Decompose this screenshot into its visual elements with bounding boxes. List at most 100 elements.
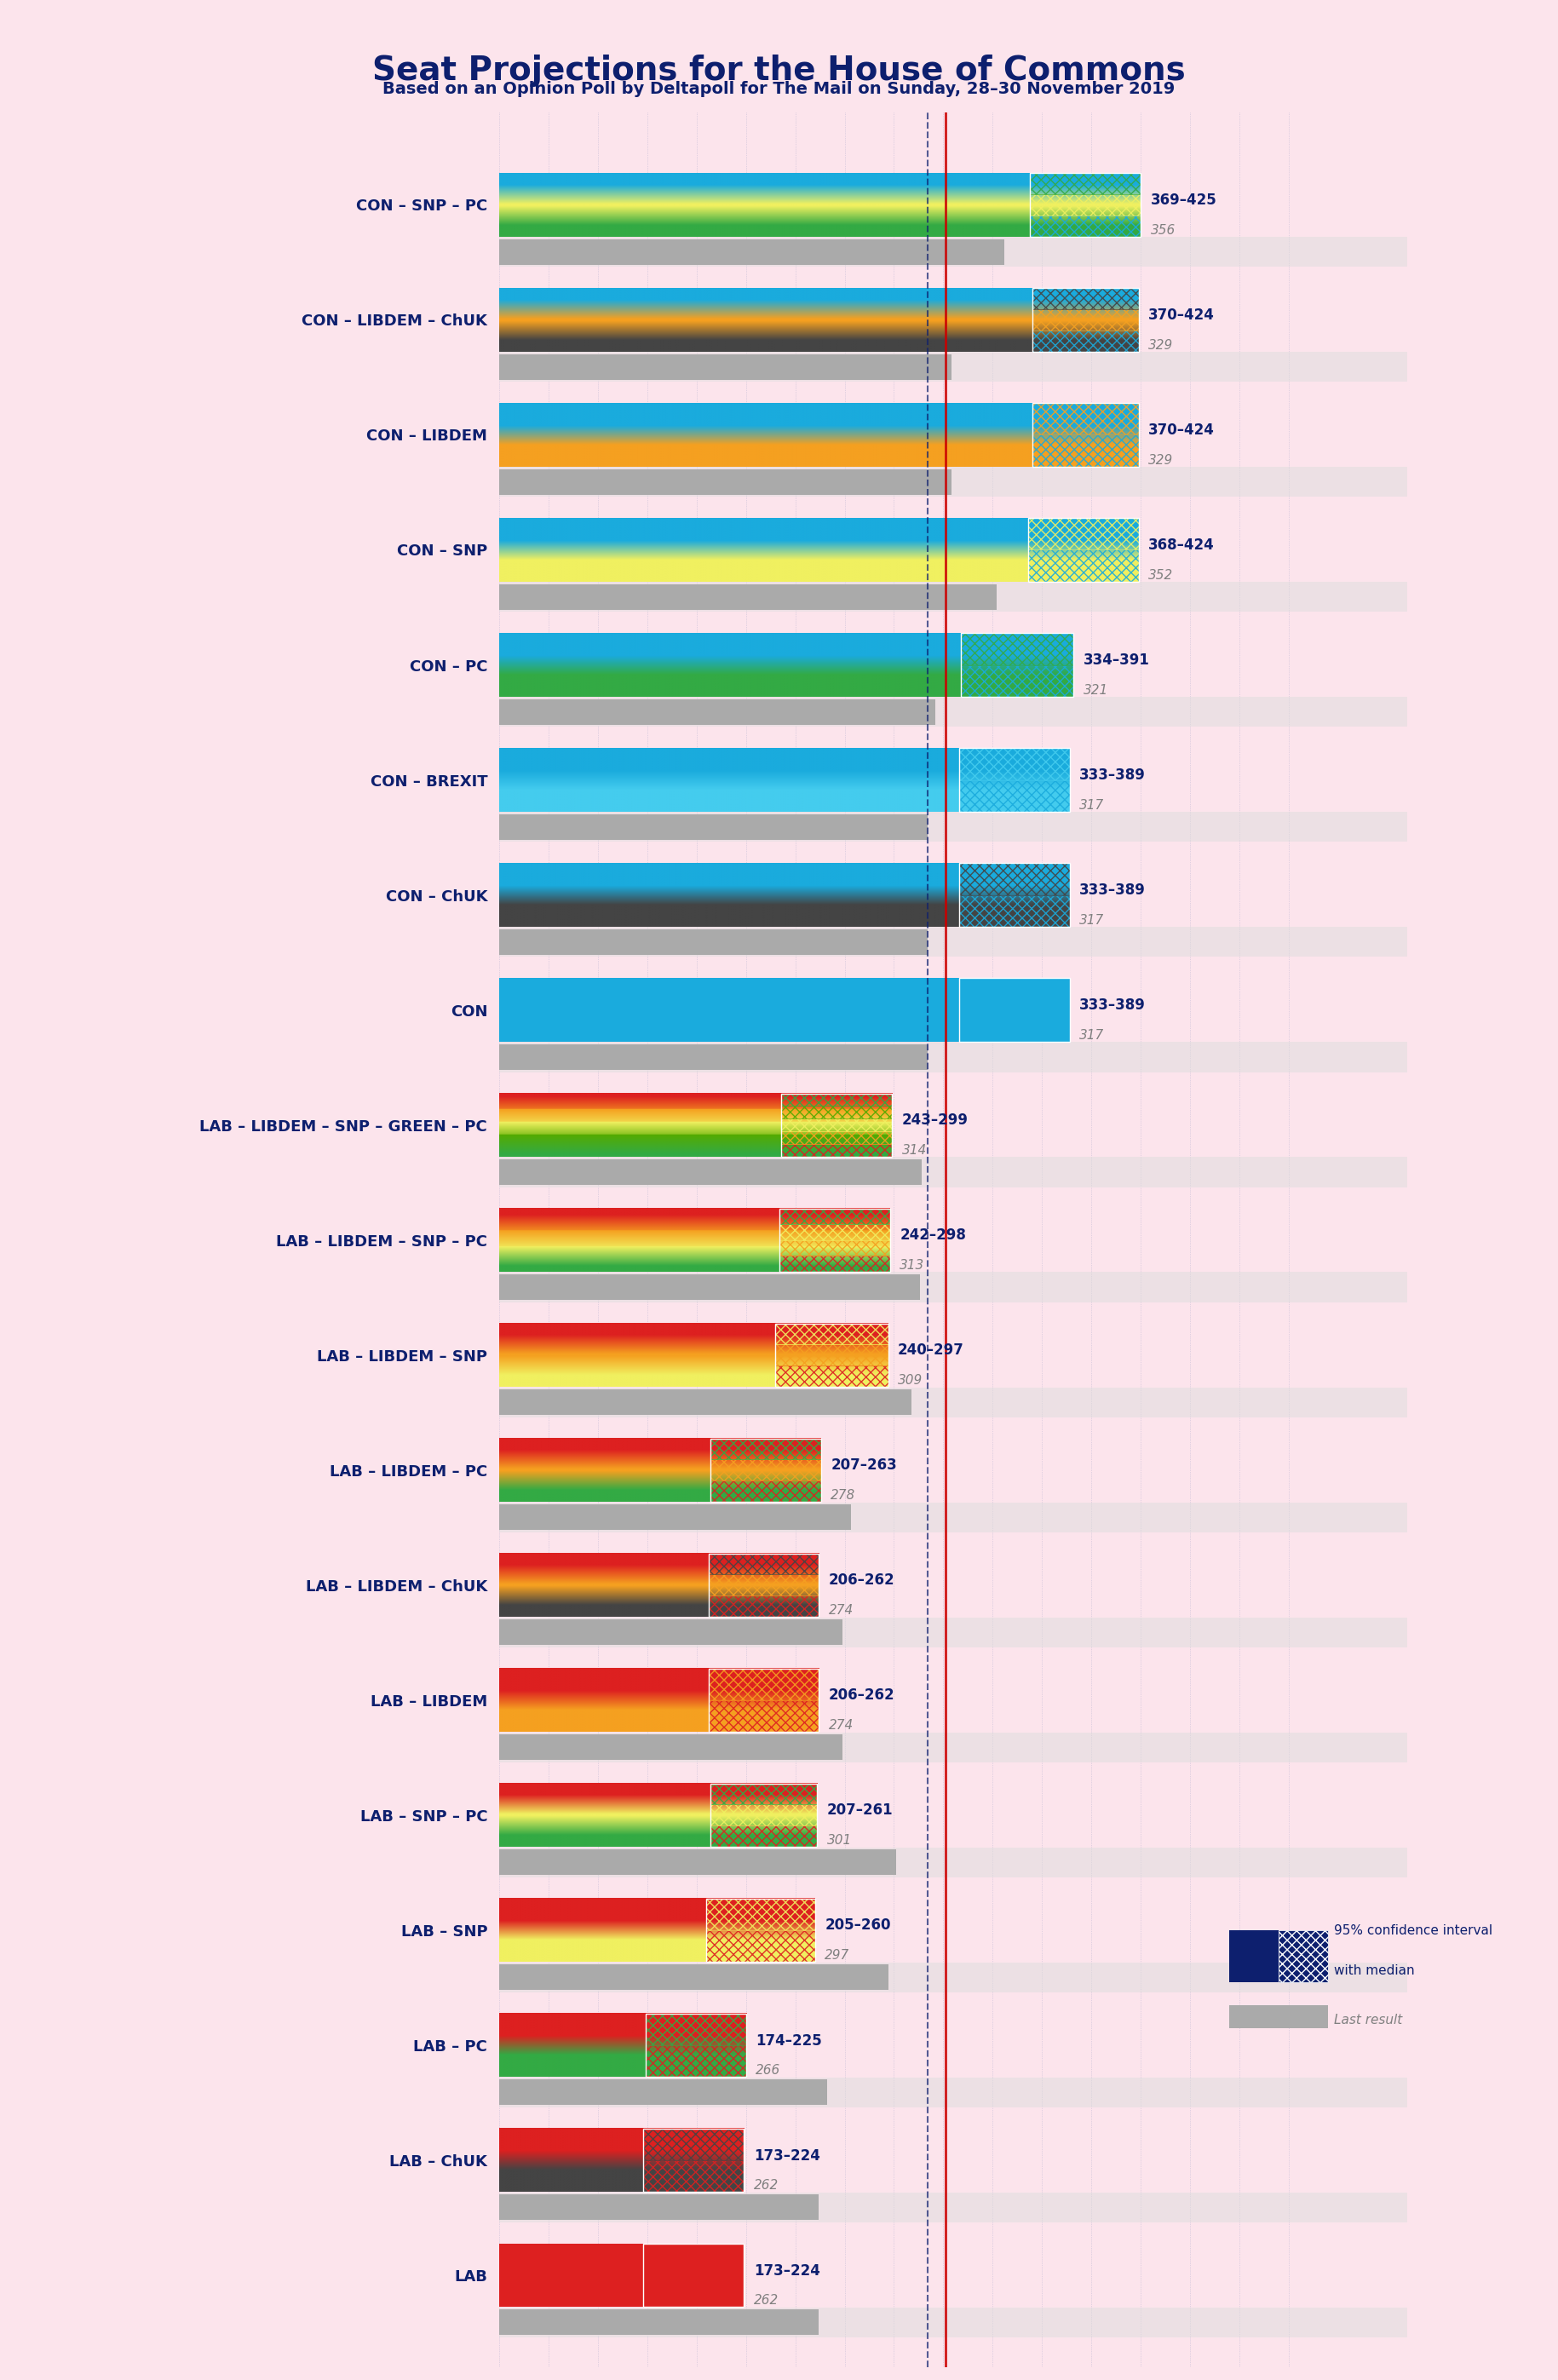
Bar bbox=[961, 633, 1073, 697]
Bar bbox=[709, 1668, 820, 1699]
Text: 242–298: 242–298 bbox=[901, 1228, 966, 1242]
Bar bbox=[782, 1107, 893, 1119]
Text: 278: 278 bbox=[830, 1490, 855, 1502]
Bar bbox=[960, 864, 1070, 926]
Text: 369–425: 369–425 bbox=[1150, 193, 1217, 207]
Text: 317: 317 bbox=[1080, 914, 1105, 926]
Bar bbox=[499, 1502, 1407, 1533]
Text: 95% confidence interval: 95% confidence interval bbox=[1334, 1925, 1493, 1937]
Text: Seat Projections for the House of Commons: Seat Projections for the House of Common… bbox=[372, 55, 1186, 88]
Bar bbox=[960, 978, 1070, 1042]
Bar bbox=[643, 2244, 745, 2306]
Bar bbox=[709, 1554, 820, 1616]
Bar bbox=[1030, 174, 1140, 236]
Text: 329: 329 bbox=[1148, 455, 1173, 466]
Bar bbox=[709, 1554, 820, 1576]
Bar bbox=[961, 664, 1073, 697]
Text: 334–391: 334–391 bbox=[1083, 652, 1150, 669]
Bar bbox=[499, 814, 927, 840]
Bar bbox=[709, 1576, 820, 1595]
Text: 368–424: 368–424 bbox=[1148, 538, 1215, 552]
Bar bbox=[706, 1899, 815, 1961]
Bar bbox=[710, 1459, 821, 1480]
Bar bbox=[779, 1257, 890, 1271]
Bar bbox=[779, 1240, 890, 1257]
Bar bbox=[782, 1130, 893, 1145]
Text: 173–224: 173–224 bbox=[754, 2147, 820, 2163]
Bar bbox=[499, 2244, 745, 2306]
Text: 266: 266 bbox=[756, 2063, 781, 2078]
Bar bbox=[1229, 2004, 1327, 2028]
Text: 370–424: 370–424 bbox=[1148, 424, 1215, 438]
Bar bbox=[499, 700, 935, 724]
Bar bbox=[709, 1699, 820, 1733]
Text: 356: 356 bbox=[1150, 224, 1175, 236]
Bar bbox=[1031, 288, 1139, 352]
Bar bbox=[709, 1595, 820, 1616]
Bar bbox=[960, 747, 1070, 781]
Bar bbox=[960, 978, 1070, 1042]
Bar bbox=[710, 1783, 816, 1804]
Bar bbox=[710, 1825, 816, 1847]
Bar bbox=[1031, 331, 1139, 352]
Bar bbox=[706, 1930, 815, 1961]
Bar bbox=[710, 1438, 821, 1459]
Bar bbox=[499, 355, 952, 378]
Text: 313: 313 bbox=[901, 1259, 925, 1271]
Text: 352: 352 bbox=[1148, 569, 1173, 581]
Text: 333–389: 333–389 bbox=[1080, 883, 1145, 897]
Bar bbox=[499, 697, 1407, 726]
Bar bbox=[960, 747, 1070, 812]
Bar bbox=[1028, 550, 1139, 581]
Bar bbox=[499, 1618, 843, 1645]
Bar bbox=[710, 1480, 821, 1502]
Bar bbox=[499, 1963, 888, 1990]
Text: 301: 301 bbox=[827, 1835, 852, 1847]
Bar bbox=[499, 469, 952, 495]
Bar bbox=[499, 1733, 1407, 1761]
Bar bbox=[499, 2192, 1407, 2223]
Bar bbox=[1229, 1930, 1279, 1983]
Bar bbox=[499, 978, 1070, 1042]
Bar bbox=[710, 1438, 821, 1502]
Bar bbox=[782, 1119, 893, 1130]
Bar bbox=[1279, 1930, 1327, 1983]
Bar bbox=[499, 1847, 1407, 1878]
Bar bbox=[499, 931, 927, 954]
Text: 309: 309 bbox=[897, 1373, 922, 1388]
Bar bbox=[499, 2080, 827, 2104]
Bar bbox=[499, 1390, 911, 1414]
Bar bbox=[782, 1092, 893, 1107]
Bar bbox=[960, 864, 1070, 895]
Text: 297: 297 bbox=[824, 1949, 849, 1961]
Text: 333–389: 333–389 bbox=[1080, 769, 1145, 783]
Text: 333–389: 333–389 bbox=[1080, 997, 1145, 1014]
Text: 207–261: 207–261 bbox=[827, 1802, 893, 1818]
Bar bbox=[643, 2244, 745, 2306]
Text: 314: 314 bbox=[902, 1145, 927, 1157]
Bar bbox=[643, 2128, 745, 2161]
Bar bbox=[499, 1963, 1407, 1992]
Bar bbox=[499, 1618, 1407, 1647]
Text: 206–262: 206–262 bbox=[829, 1573, 894, 1587]
Bar bbox=[1031, 436, 1139, 466]
Bar bbox=[499, 1735, 843, 1759]
Bar bbox=[643, 2244, 745, 2306]
Text: 317: 317 bbox=[1080, 1028, 1105, 1042]
Bar bbox=[643, 2161, 745, 2192]
Text: 240–297: 240–297 bbox=[897, 1342, 964, 1359]
Text: 329: 329 bbox=[1148, 338, 1173, 352]
Text: 207–263: 207–263 bbox=[830, 1459, 897, 1473]
Bar bbox=[960, 978, 1070, 1042]
Bar bbox=[1031, 402, 1139, 436]
Text: 174–225: 174–225 bbox=[756, 2033, 823, 2049]
Bar bbox=[499, 2078, 1407, 2106]
Text: 205–260: 205–260 bbox=[824, 1918, 891, 1933]
Bar bbox=[499, 1849, 896, 1875]
Bar bbox=[499, 238, 1407, 267]
Text: 206–262: 206–262 bbox=[829, 1687, 894, 1704]
Bar bbox=[1031, 288, 1139, 309]
Bar bbox=[499, 1045, 927, 1069]
Text: 274: 274 bbox=[829, 1604, 854, 1616]
Text: Last result: Last result bbox=[1334, 2013, 1402, 2025]
